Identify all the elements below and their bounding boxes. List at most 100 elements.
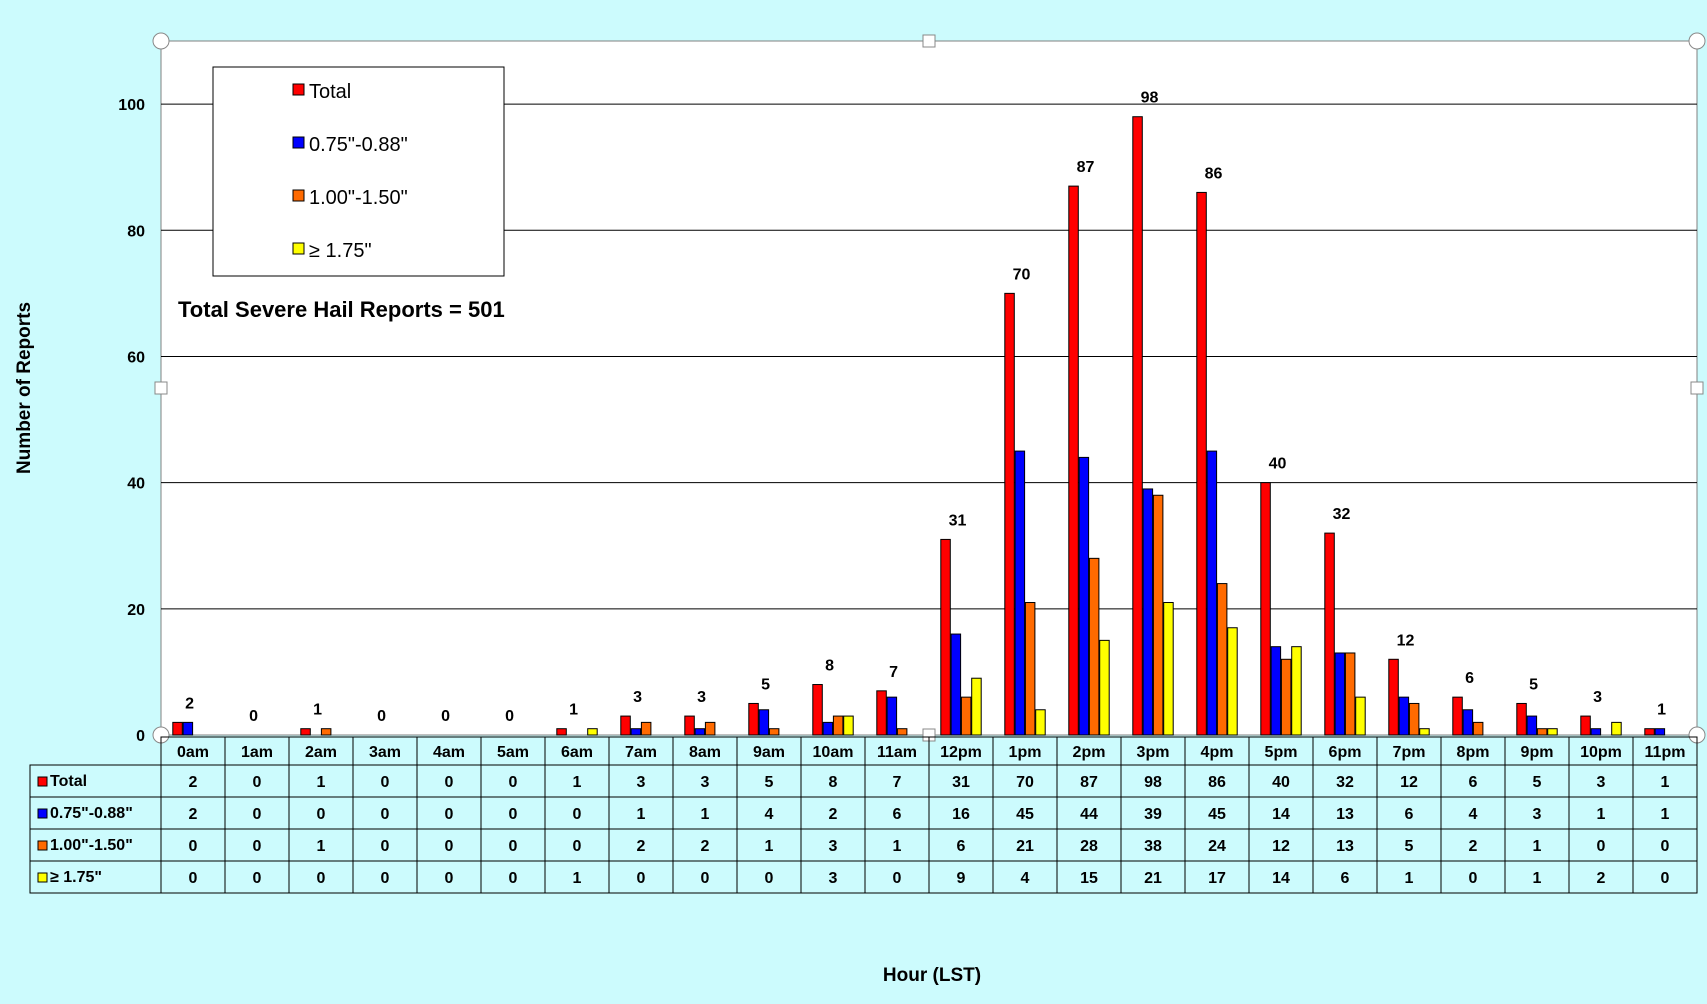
bar-data-label: 0 <box>441 708 450 725</box>
x-tick-label: 1pm <box>1009 744 1042 761</box>
table-cell-value: 0 <box>381 774 390 791</box>
table-row-label: 0.75"-0.88" <box>50 805 133 822</box>
bar-2-9pm <box>1536 728 1548 736</box>
bar-data-label: 5 <box>761 676 770 693</box>
selection-handle <box>1688 32 1706 50</box>
bar-1-10pm <box>1590 728 1602 736</box>
table-cell-value: 6 <box>1405 806 1414 823</box>
bar-data-label: 3 <box>1593 689 1602 706</box>
table-cell-value: 6 <box>893 806 902 823</box>
bar-2-2am <box>320 728 332 736</box>
x-tick-label: 4pm <box>1201 744 1234 761</box>
bar-data-label: 3 <box>697 689 706 706</box>
table-cell <box>1632 860 1698 894</box>
bar-data-label: 98 <box>1141 90 1159 107</box>
table-cell-value: 1 <box>573 774 582 791</box>
table-cell-value: 45 <box>1208 806 1226 823</box>
bar-data-label: 2 <box>185 695 194 712</box>
bar-1-0am <box>182 721 194 736</box>
y-tick-label: 0 <box>136 728 145 745</box>
selection-handle <box>152 32 170 50</box>
bar-1-7am <box>630 728 642 736</box>
bar-0-9pm <box>1516 702 1527 736</box>
table-cell-value: 0 <box>253 838 262 855</box>
x-tick-label: 11am <box>877 744 917 761</box>
table-cell-value: 0 <box>701 870 710 887</box>
table-cell-value: 0 <box>381 838 390 855</box>
table-cell-value: 0 <box>509 806 518 823</box>
bar-2-6pm <box>1344 652 1356 736</box>
bar-3-6pm <box>1355 696 1366 736</box>
table-cell-value: 1 <box>1661 774 1670 791</box>
table-cell-value: 1 <box>317 838 326 855</box>
bar-data-label: 7 <box>889 664 898 681</box>
bar-1-7pm <box>1398 696 1410 736</box>
selection-handle <box>1690 381 1704 395</box>
table-cell-value: 0 <box>253 806 262 823</box>
y-tick-label: 100 <box>118 97 145 114</box>
table-cell-value: 1 <box>317 774 326 791</box>
table-cell-value: 12 <box>1400 774 1418 791</box>
bar-0-3pm <box>1132 116 1143 736</box>
table-cell-value: 3 <box>829 870 838 887</box>
x-tick-label: 10am <box>813 744 854 761</box>
selection-handle <box>922 34 936 48</box>
table-cell-value: 21 <box>1016 838 1034 855</box>
bar-2-4pm <box>1216 583 1228 736</box>
bar-data-label: 87 <box>1077 159 1095 176</box>
legend-label: Total <box>309 81 351 103</box>
bar-3-2pm <box>1099 639 1110 736</box>
table-cell-value: 1 <box>1661 806 1670 823</box>
x-tick-label: 4am <box>433 744 465 761</box>
table-cell-value: 0 <box>1469 870 1478 887</box>
x-tick-label: 1am <box>241 744 273 761</box>
table-row-label: 1.00"-1.50" <box>50 837 133 854</box>
legend-label: ≥ 1.75" <box>309 240 372 262</box>
legend-box <box>212 66 505 277</box>
x-axis-title: Hour (LST) <box>883 965 981 986</box>
table-cell-value: 1 <box>765 838 774 855</box>
bar-data-label: 1 <box>1657 702 1666 719</box>
x-tick-label: 5pm <box>1265 744 1298 761</box>
legend-label: 1.00"-1.50" <box>309 187 408 209</box>
table-cell-value: 17 <box>1208 870 1226 887</box>
bar-2-1pm <box>1024 602 1036 736</box>
bar-3-1pm <box>1035 709 1046 736</box>
bar-1-10am <box>822 721 834 736</box>
x-tick-label: 7am <box>625 744 657 761</box>
table-cell-value: 0 <box>637 870 646 887</box>
bar-data-label: 5 <box>1529 676 1538 693</box>
bar-2-10am <box>832 715 844 736</box>
bar-2-2pm <box>1088 557 1100 736</box>
table-cell-value: 0 <box>445 806 454 823</box>
bar-3-10pm <box>1611 721 1622 736</box>
bar-1-8am <box>694 728 706 736</box>
table-cell-value: 0 <box>509 838 518 855</box>
table-cell-value: 0 <box>381 806 390 823</box>
bar-data-label: 0 <box>377 708 386 725</box>
bar-data-label: 0 <box>505 708 514 725</box>
bar-0-9am <box>748 702 759 736</box>
table-cell-value: 86 <box>1208 774 1226 791</box>
x-tick-label: 2am <box>305 744 337 761</box>
table-cell-value: 70 <box>1016 774 1034 791</box>
bar-data-label: 12 <box>1397 632 1415 649</box>
bar-0-7am <box>620 715 631 736</box>
bar-3-3pm <box>1163 602 1174 736</box>
table-legend-swatch <box>37 776 48 787</box>
x-tick-label: 12pm <box>940 744 982 761</box>
table-cell-value: 2 <box>701 838 710 855</box>
x-tick-label: 7pm <box>1393 744 1426 761</box>
table-cell-value: 0 <box>893 870 902 887</box>
table-cell-value: 0 <box>381 870 390 887</box>
table-cell-value: 3 <box>701 774 710 791</box>
table-cell-value: 1 <box>573 870 582 887</box>
table-cell-value: 87 <box>1080 774 1098 791</box>
bar-1-2pm <box>1078 456 1090 736</box>
table-cell-value: 0 <box>509 774 518 791</box>
bar-data-label: 1 <box>569 702 578 719</box>
table-cell-value: 0 <box>573 806 582 823</box>
table-cell-value: 12 <box>1272 838 1290 855</box>
table-cell-value: 14 <box>1272 806 1290 823</box>
